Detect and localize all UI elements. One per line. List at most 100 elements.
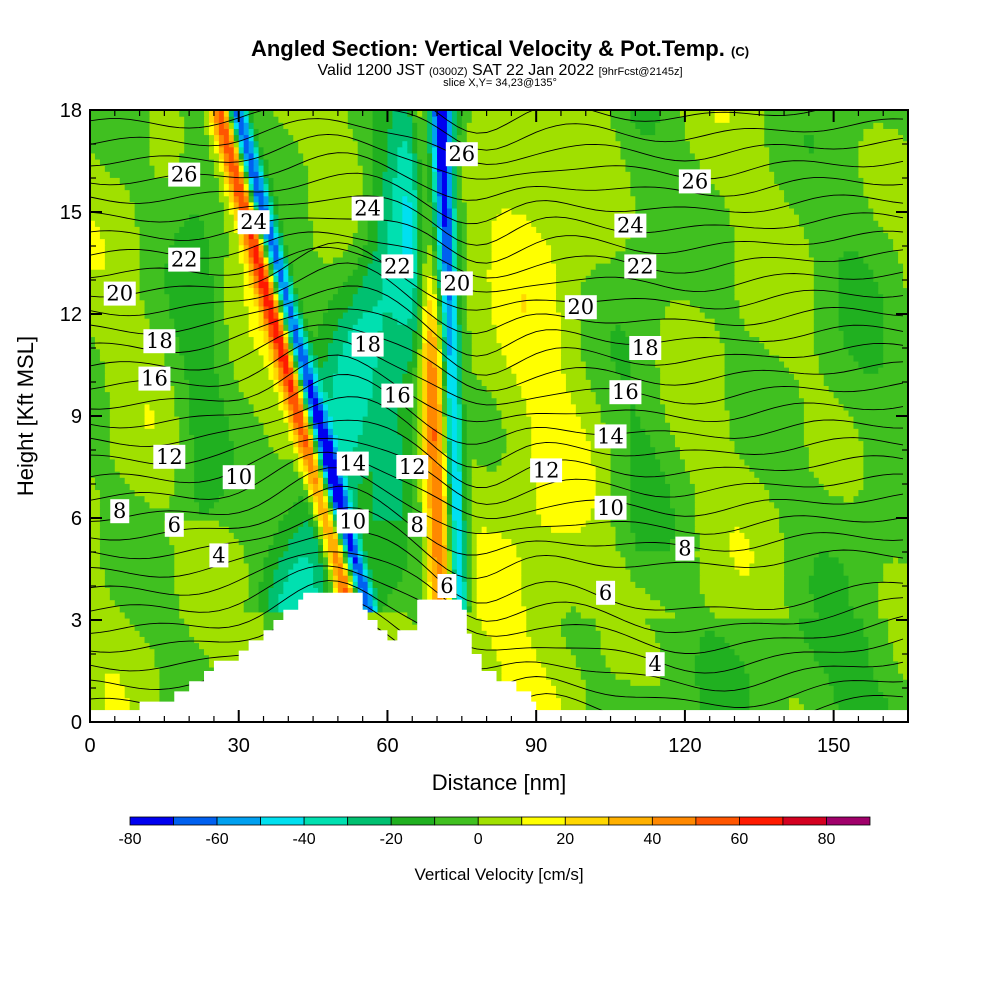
velocity-cell	[90, 201, 136, 209]
velocity-cell	[258, 593, 270, 601]
velocity-cell	[496, 324, 562, 331]
velocity-cell	[303, 471, 309, 478]
velocity-cell	[466, 446, 508, 454]
velocity-cell	[248, 152, 255, 160]
velocity-cell	[313, 520, 319, 527]
velocity-cell	[303, 440, 309, 448]
velocity-cell	[620, 550, 696, 558]
velocity-cell	[432, 513, 443, 521]
velocity-cell	[427, 587, 433, 595]
velocity-cell	[238, 140, 245, 148]
velocity-cell	[402, 569, 423, 576]
velocity-cell	[318, 385, 324, 393]
velocity-cell	[461, 311, 468, 319]
velocity-cell	[451, 507, 463, 515]
velocity-cell	[248, 158, 255, 166]
isentrope-line	[90, 419, 904, 488]
velocity-cell	[898, 250, 908, 258]
velocity-cell	[422, 275, 428, 282]
velocity-cell	[878, 611, 908, 619]
velocity-cell	[248, 140, 255, 148]
velocity-cell	[441, 189, 448, 197]
velocity-cell	[660, 342, 726, 350]
velocity-cell	[660, 367, 726, 374]
isentrope-line	[90, 580, 904, 674]
velocity-cell	[327, 550, 334, 558]
velocity-cell	[734, 238, 810, 246]
velocity-cell	[179, 452, 195, 460]
velocity-cell	[451, 110, 458, 117]
velocity-cell	[580, 348, 612, 356]
velocity-cell	[184, 360, 215, 368]
velocity-cell	[903, 281, 908, 289]
velocity-cell	[278, 226, 284, 233]
velocity-cell	[451, 226, 458, 233]
velocity-cell	[253, 116, 279, 123]
velocity-cell	[888, 617, 908, 625]
velocity-cell	[471, 458, 478, 466]
velocity-cell	[744, 458, 810, 466]
velocity-cell	[293, 134, 354, 142]
velocity-cell	[278, 305, 284, 313]
velocity-cell	[347, 532, 354, 539]
velocity-cell	[223, 287, 245, 295]
velocity-cell	[526, 299, 557, 307]
velocity-cell	[660, 330, 721, 338]
velocity-cell	[308, 458, 314, 466]
velocity-cell	[610, 458, 631, 466]
velocity-cell	[169, 367, 185, 374]
velocity-cell	[149, 140, 185, 148]
velocity-cell	[248, 165, 255, 172]
velocity-cell	[466, 269, 488, 276]
velocity-cell	[699, 642, 731, 650]
velocity-cell	[397, 146, 408, 154]
velocity-cell	[451, 318, 458, 325]
velocity-cell	[422, 177, 428, 185]
velocity-cell	[422, 581, 428, 588]
velocity-cell	[174, 318, 215, 325]
velocity-cell	[402, 232, 413, 240]
velocity-cell	[303, 477, 309, 484]
velocity-cell	[451, 556, 458, 564]
velocity-cell	[679, 452, 741, 460]
velocity-cell	[144, 299, 170, 307]
contour-label-bg	[629, 336, 662, 360]
velocity-cell	[536, 471, 597, 478]
velocity-cell	[213, 158, 220, 166]
velocity-cell	[278, 324, 284, 331]
velocity-cell	[218, 146, 225, 154]
velocity-cell	[630, 458, 661, 466]
velocity-cell	[273, 354, 279, 362]
velocity-cell	[189, 428, 230, 435]
velocity-cell	[298, 318, 304, 325]
velocity-cell	[446, 446, 453, 454]
velocity-cell	[660, 385, 726, 393]
velocity-cell	[318, 495, 324, 503]
velocity-cell	[273, 250, 279, 258]
velocity-cell	[630, 495, 671, 503]
velocity-cell	[288, 128, 354, 136]
velocity-cell	[263, 158, 270, 166]
velocity-cell	[397, 152, 413, 160]
velocity-cell	[848, 593, 879, 601]
velocity-cell	[412, 152, 418, 160]
velocity-cell	[432, 526, 443, 533]
velocity-cell	[90, 330, 156, 338]
velocity-cell	[729, 409, 805, 417]
velocity-cell	[258, 244, 265, 252]
velocity-cell	[298, 287, 339, 295]
velocity-cell	[238, 134, 245, 142]
velocity-cell	[164, 269, 210, 276]
velocity-cell	[392, 183, 413, 191]
velocity-cell	[422, 305, 428, 313]
isentrope-line	[90, 485, 904, 556]
velocity-cell	[461, 495, 468, 503]
velocity-cell	[218, 152, 225, 160]
velocity-cell	[536, 507, 592, 515]
velocity-cell	[412, 422, 418, 429]
velocity-cell	[90, 617, 131, 625]
velocity-cell	[451, 495, 463, 503]
velocity-cell	[471, 605, 478, 613]
velocity-cell	[466, 263, 493, 270]
velocity-cell	[99, 489, 136, 497]
